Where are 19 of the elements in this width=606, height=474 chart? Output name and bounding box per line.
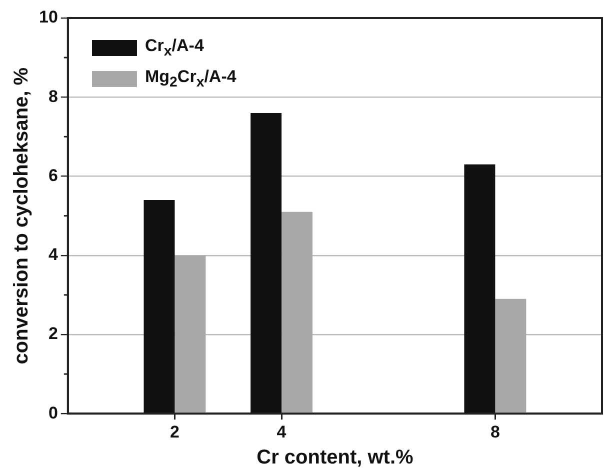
y-tick-label: 0 — [48, 403, 58, 422]
bar — [464, 164, 496, 413]
bar — [495, 298, 526, 413]
bar — [144, 200, 175, 413]
x-tick-label: 2 — [170, 422, 180, 442]
y-tick-label: 6 — [48, 166, 58, 185]
y-axis-title: conversion to cycloheksane, % — [10, 67, 33, 364]
x-tick-label: 8 — [490, 422, 500, 442]
legend-label: Mg$_{2}$Cr$_{x}$/A-4 — [145, 67, 236, 91]
y-tick-label: 4 — [48, 245, 58, 264]
legend-label: Cr$_{x}$/A-4 — [145, 36, 204, 60]
x-tick-label: 4 — [276, 422, 287, 442]
bar — [174, 255, 206, 413]
bar — [282, 212, 313, 413]
bar — [250, 112, 282, 413]
y-tick-label: 8 — [48, 86, 58, 106]
x-axis-title: Cr content, wt.% — [256, 446, 414, 469]
y-tick-label: 10 — [38, 8, 58, 27]
y-tick-label: 2 — [48, 324, 58, 344]
